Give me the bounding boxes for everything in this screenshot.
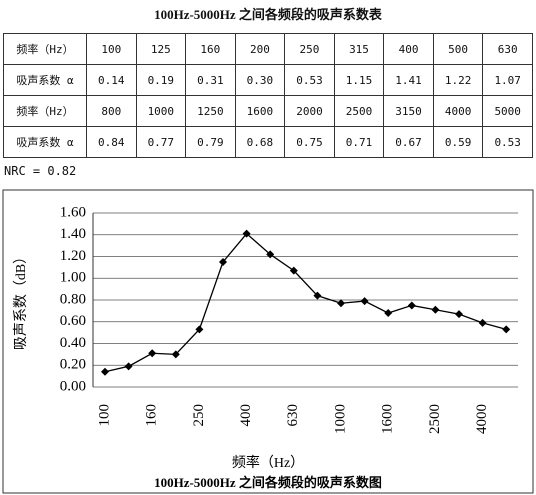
y-tick-label: 1.00 [60,270,86,286]
data-marker [407,301,416,310]
table-cell: 0.77 [135,126,187,158]
table-cell: 630 [482,33,533,65]
x-tick-label: 400 [238,404,254,427]
data-marker [171,350,180,359]
y-tick-label: 0.00 [60,378,86,394]
table-cell: 800 [86,95,137,127]
data-marker [502,325,511,334]
y-axis-label: 吸声系数（dB） [13,250,29,350]
row-header: 吸声系数 α [3,126,87,158]
table-cell: 0.67 [383,126,434,158]
table-cell: 4000 [432,95,484,127]
table-cell: 160 [185,33,236,65]
data-marker [313,291,322,300]
table-row: 频率（Hz） 100 125 160 200 250 315 400 500 630 [3,33,533,65]
table-cell: 0.71 [333,126,385,158]
table-title: 100Hz-5000Hz 之间各频段的吸声系数表 [154,7,382,22]
data-marker [219,257,227,266]
data-marker [478,318,487,327]
table-cell: 1600 [234,95,286,127]
data-marker [289,266,298,275]
table-cell: 0.53 [482,126,533,158]
data-marker [148,349,157,358]
table-cell: 0.59 [432,126,484,158]
data-marker [124,362,133,371]
y-tick-label: 0.80 [60,291,86,307]
table-cell: 0.75 [284,126,335,158]
y-tick-label: 0.60 [60,313,86,329]
x-tick-label: 250 [191,404,207,427]
data-marker [431,305,440,314]
y-tick-label: 1.20 [60,248,86,264]
data-marker [337,299,345,308]
y-tick-label: 1.60 [60,204,86,220]
nrc: NRC = 0.82 [4,164,77,178]
table-cell: 0.79 [185,126,236,158]
x-tick-label: 4000 [474,404,490,434]
y-tick-label: 1.40 [60,226,86,242]
table-cell: 0.84 [86,126,137,158]
data-marker [195,325,204,334]
table-row: 吸声系数 α 0.84 0.77 0.79 0.68 0.75 0.71 0.67 0.59 0.… [3,126,533,158]
x-tick-label: 2500 [427,404,443,434]
x-tick-label: 630 [285,404,301,427]
table-cell: 125 [135,33,187,65]
table-cell: 1.07 [482,64,533,96]
table-cell: 400 [383,33,434,65]
table-cell: 100 [86,33,137,65]
x-tick-label: 1000 [332,404,348,434]
data-marker [384,309,393,318]
data-line [104,232,507,373]
x-tick-label: 1600 [380,404,396,434]
table-cell: 0.53 [284,64,335,96]
y-tick-label: 0.20 [60,357,86,373]
table-cell: 1.22 [432,64,484,96]
x-tick-label: 160 [144,404,160,427]
data-marker [242,229,251,238]
row-header: 频率（Hz） [3,33,87,65]
y-tick-label: 0.40 [60,335,86,351]
data-marker [266,250,275,259]
data-marker [455,310,463,319]
data-marker [360,297,369,306]
table-cell: 315 [333,33,385,65]
x-tick-label: 100 [96,404,112,427]
data-marker [101,367,109,376]
table-cell: 0.31 [185,64,236,96]
row-header: 吸声系数 α [3,64,87,96]
table-cell: 0.68 [234,126,286,158]
chart-frame [2,189,534,494]
x-axis-label: 频率（Hz） [232,454,304,471]
chart-title: 100Hz-5000Hz 之间各频段的吸声系数图 [154,475,382,490]
table-row: 频率（Hz） 800 1000 1250 1600 2000 2500 3150 4000 500… [3,95,533,127]
